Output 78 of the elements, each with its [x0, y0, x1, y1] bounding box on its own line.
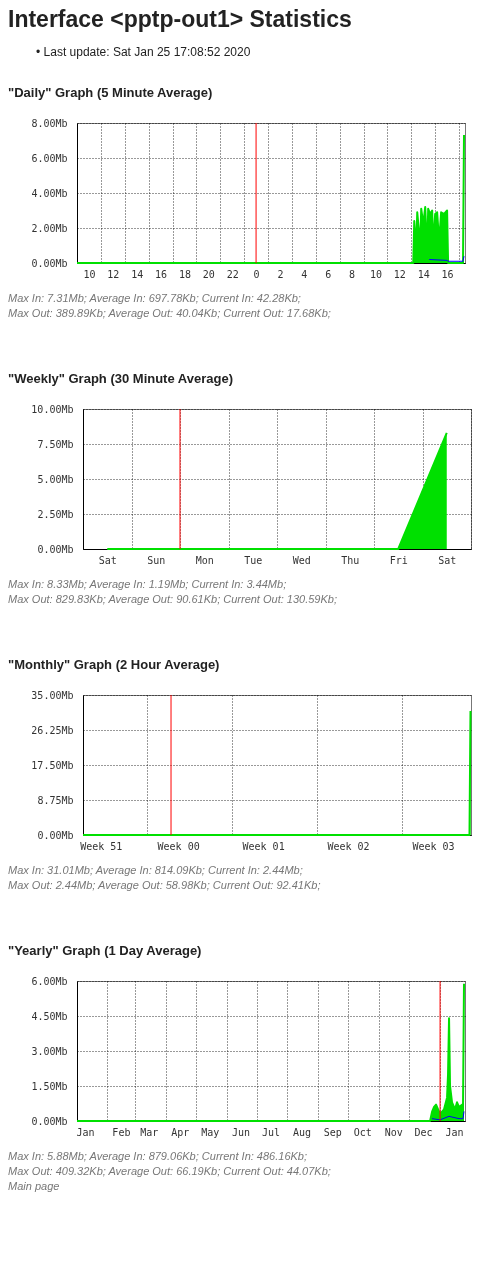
x-tick-label: Week 01 [242, 840, 285, 852]
x-tick-label: 22 [226, 268, 239, 280]
y-tick-label: 1.50Mb [31, 1080, 68, 1092]
x-tick-label: 8 [349, 268, 356, 280]
x-tick-label: 2 [277, 268, 284, 280]
text: Max Out: 829.83Kb; Average Out: 90.61Kb; Current Out: 130.59Kb; [8, 592, 338, 607]
x-tick-label: Sep [323, 1126, 342, 1138]
x-tick-label: Aug [292, 1126, 311, 1138]
y-tick-label: 4.00Mb [31, 187, 68, 199]
y-tick-label: 8.75Mb [37, 794, 74, 806]
x-tick-label: Fri [389, 554, 408, 566]
chart-title: "Yearly" Graph (1 Day Average) [8, 943, 203, 958]
x-tick-label: Week 03 [412, 840, 455, 852]
x-tick-label: 18 [178, 268, 191, 280]
x-tick-label: 0 [253, 268, 260, 280]
x-tick-label: Sat [98, 554, 117, 566]
chart-title: "Monthly" Graph (2 Hour Average) [8, 657, 221, 672]
y-tick-label: 10.00Mb [31, 403, 74, 415]
text: Max In: 31.01Mb; Average In: 814.09Kb; Current In: 2.44Mb; [8, 863, 304, 878]
x-tick-label: Mon [195, 554, 214, 566]
text: Max In: 7.31Mb; Average In: 697.78Kb; Current In: 42.28Kb; [8, 291, 302, 306]
x-tick-label: Jan [76, 1126, 95, 1138]
x-tick-label: Week 51 [80, 840, 123, 852]
text: Max In: 5.88Mb; Average In: 879.06Kb; Current In: 486.16Kb; [8, 1149, 309, 1164]
x-tick-label: 12 [107, 268, 120, 280]
x-tick-label: Tue [244, 554, 263, 566]
text: • Last update: Sat Jan 25 17:08:52 2020 [36, 45, 252, 59]
text: Max Out: 389.89Kb; Average Out: 40.04Kb; Current Out: 17.68Kb; [8, 306, 332, 321]
x-tick-label: Dec [414, 1126, 433, 1138]
y-tick-label: 3.00Mb [31, 1045, 68, 1057]
text: Max Out: 2.44Mb; Average Out: 58.98Kb; Current Out: 92.41Kb; [8, 878, 322, 893]
text: Interface <pptp-out1> Statistics [8, 6, 353, 33]
y-tick-label: 4.50Mb [31, 1010, 68, 1022]
x-tick-label: Sat [438, 554, 457, 566]
chart-title: "Weekly" Graph (30 Minute Average) [8, 371, 234, 386]
x-tick-label: 14 [417, 268, 430, 280]
y-tick-label: 17.50Mb [31, 759, 74, 771]
x-tick-label: Jan [445, 1126, 464, 1138]
y-tick-label: 0.00Mb [31, 1115, 68, 1127]
x-tick-label: Week 02 [327, 840, 370, 852]
y-tick-label: 35.00Mb [31, 689, 74, 701]
text: Max In: 8.33Mb; Average In: 1.19Mb; Current In: 3.44Mb; [8, 577, 288, 592]
x-tick-label: 12 [393, 268, 406, 280]
y-tick-label: 8.00Mb [31, 117, 68, 129]
x-tick-label: Week 00 [157, 840, 200, 852]
y-tick-label: 6.00Mb [31, 975, 68, 987]
x-tick-label: 16 [155, 268, 168, 280]
y-tick-label: 0.00Mb [31, 257, 68, 269]
x-tick-label: Sun [147, 554, 166, 566]
x-tick-label: Oct [353, 1126, 372, 1138]
text: Main page [8, 1179, 61, 1194]
y-tick-label: 26.25Mb [31, 724, 74, 736]
line-series [431, 1110, 465, 1121]
x-tick-label: Jun [232, 1126, 251, 1138]
x-tick-label: Apr [171, 1126, 190, 1138]
y-tick-label: 5.00Mb [37, 473, 74, 485]
x-tick-label: Mar [140, 1126, 159, 1138]
x-tick-label: Jul [261, 1126, 281, 1138]
y-tick-label: 6.00Mb [31, 152, 68, 164]
y-tick-label: 0.00Mb [37, 829, 74, 841]
x-tick-label: 14 [131, 268, 144, 280]
x-tick-label: 6 [325, 268, 332, 280]
x-tick-label: May [201, 1126, 220, 1138]
x-tick-label: Thu [341, 554, 360, 566]
text: Max Out: 409.32Kb; Average Out: 66.19Kb; Current Out: 44.07Kb; [8, 1164, 332, 1179]
x-tick-label: 16 [441, 268, 454, 280]
x-tick-label: Nov [384, 1126, 403, 1138]
x-tick-label: 4 [301, 268, 308, 280]
x-tick-label: 20 [202, 268, 215, 280]
x-tick-label: 10 [83, 268, 96, 280]
x-tick-label: Wed [292, 554, 311, 566]
y-tick-label: 2.00Mb [31, 222, 68, 234]
y-tick-label: 0.00Mb [37, 543, 74, 555]
y-tick-label: 7.50Mb [37, 438, 74, 450]
x-tick-label: 10 [369, 268, 382, 280]
x-tick-label: Feb [112, 1126, 131, 1138]
chart-title: "Daily" Graph (5 Minute Average) [8, 85, 214, 100]
y-tick-label: 2.50Mb [37, 508, 74, 520]
